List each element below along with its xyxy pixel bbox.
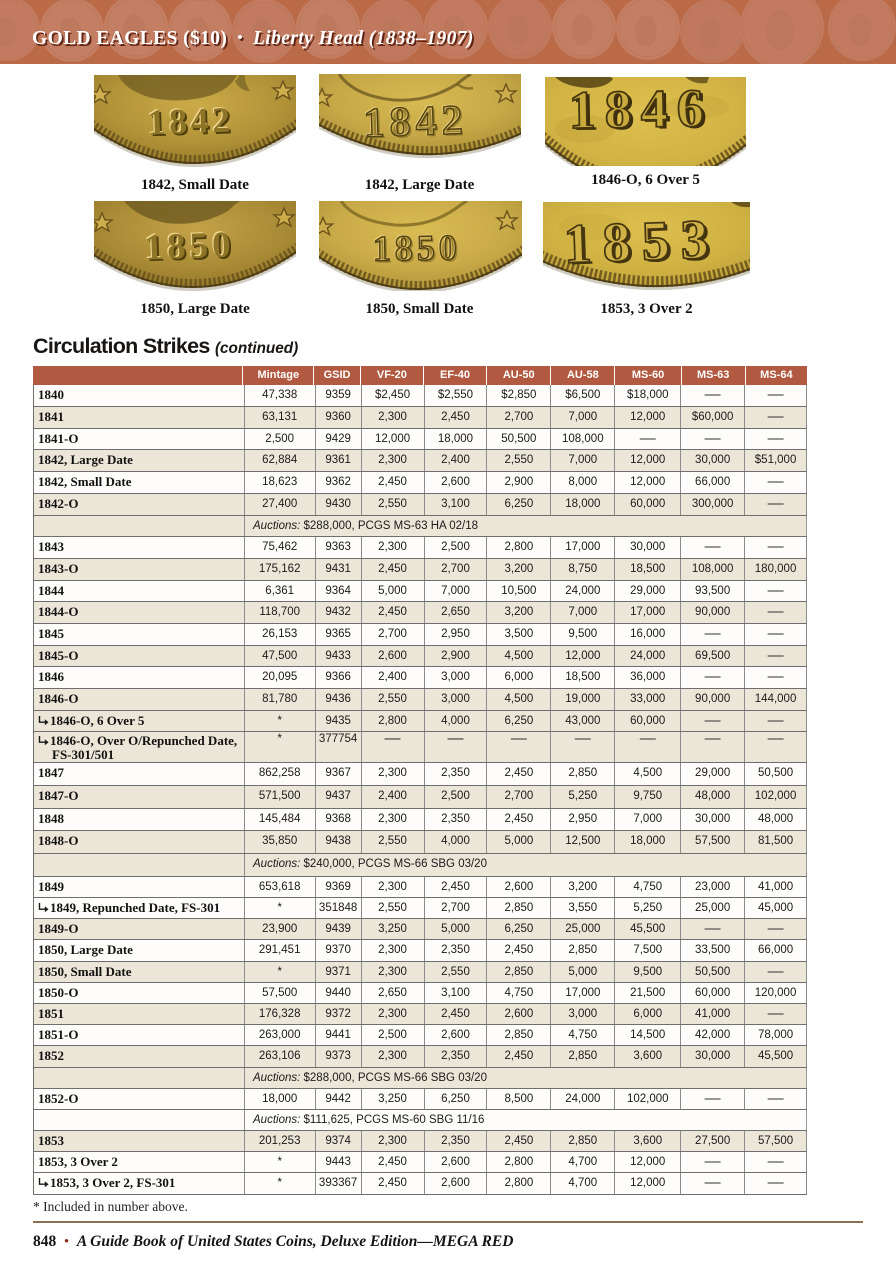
svg-text:1850: 1850: [371, 226, 460, 268]
svg-text:1842: 1842: [146, 98, 233, 141]
svg-text:1850: 1850: [372, 227, 461, 269]
svg-text:1842: 1842: [361, 96, 467, 146]
svg-text:1846: 1846: [568, 78, 713, 141]
svg-text:1853: 1853: [563, 208, 721, 275]
svg-text:1850: 1850: [143, 223, 234, 267]
svg-text:1850: 1850: [144, 224, 235, 268]
svg-text:1850: 1850: [146, 226, 237, 270]
svg-text:1842: 1842: [149, 101, 236, 144]
svg-text:1842: 1842: [364, 99, 470, 149]
svg-text:1850: 1850: [374, 229, 463, 271]
svg-text:1853: 1853: [566, 210, 724, 277]
svg-text:1846: 1846: [571, 80, 716, 143]
svg-text:1842: 1842: [362, 97, 468, 147]
svg-text:1842: 1842: [147, 100, 234, 143]
